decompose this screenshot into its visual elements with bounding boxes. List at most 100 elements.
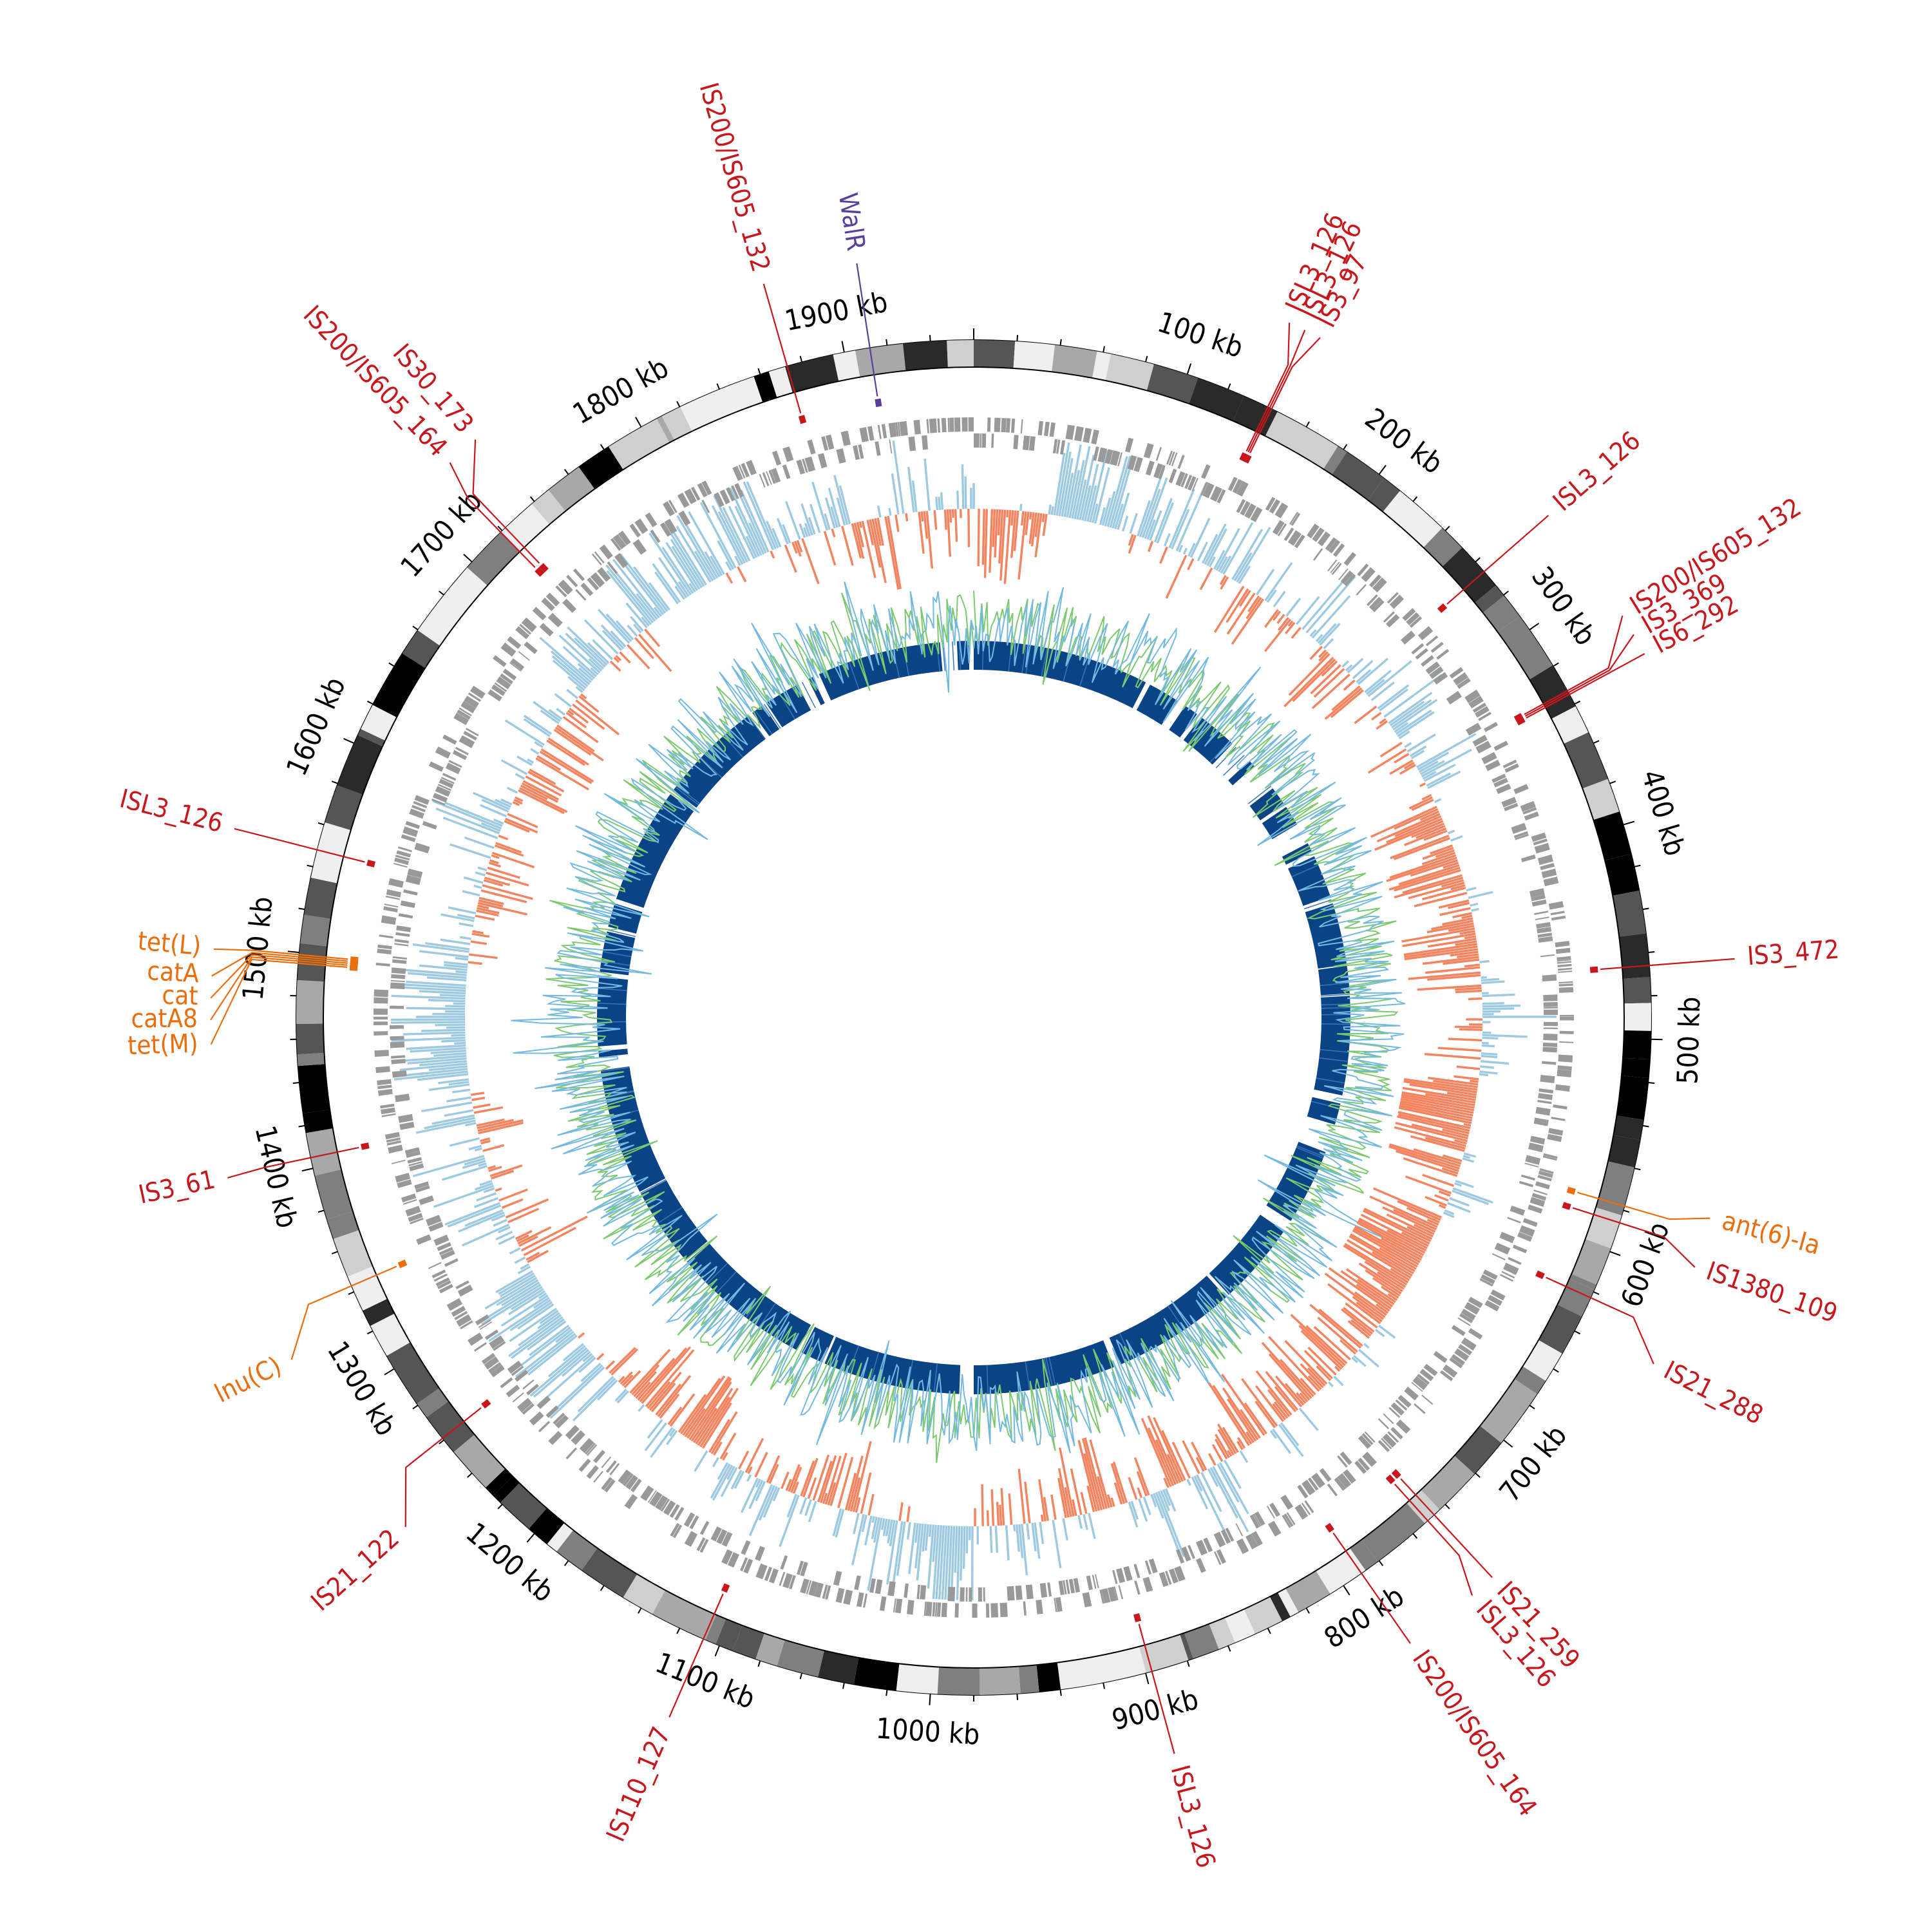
gc-skew-bar <box>618 1376 625 1383</box>
gc-skew-bar <box>1283 656 1334 708</box>
gc-skew-bar <box>1448 1037 1482 1042</box>
cds-block <box>800 1578 810 1594</box>
blast-hit-streak <box>1119 1332 1133 1360</box>
gc-skew-bar <box>424 1117 475 1130</box>
cds-block <box>1232 478 1243 494</box>
cds-block <box>1535 1106 1551 1116</box>
gc-skew-bar <box>1168 488 1195 549</box>
gc-skew-bar <box>1018 1468 1026 1524</box>
gc-skew-bar <box>748 1479 764 1510</box>
cds-block <box>1312 527 1325 542</box>
gc-skew-bar <box>961 464 965 509</box>
cds-block <box>506 1385 520 1397</box>
cds-block <box>395 932 410 937</box>
gc-skew-bar <box>505 1198 549 1219</box>
gc-skew-bar <box>1352 1296 1385 1320</box>
cds-block <box>1510 1206 1526 1216</box>
blast-hit-streak <box>1320 1048 1349 1053</box>
gc-skew-bar <box>1410 1135 1465 1152</box>
cds-block <box>1500 1274 1513 1282</box>
blast-hit-streak <box>1168 1305 1185 1331</box>
gc-skew-bar <box>935 497 938 511</box>
gc-skew-bar <box>465 1122 477 1127</box>
gc-skew-bar <box>1097 1476 1108 1510</box>
gc-skew-bar <box>452 1088 471 1094</box>
cds-block <box>1171 452 1178 466</box>
gc-skew-bar <box>951 509 954 518</box>
ideogram-band <box>1623 1030 1651 1060</box>
gc-skew-bar <box>481 799 509 813</box>
gc-skew-bar <box>1187 558 1195 571</box>
cds-block <box>586 1444 598 1456</box>
gc-skew-bar <box>1391 699 1432 729</box>
cds-block <box>1099 1589 1105 1604</box>
gc-skew-bar <box>1395 1122 1468 1142</box>
gc-skew-bar <box>1463 1152 1477 1158</box>
gc-skew-bar <box>827 1482 837 1506</box>
gc-skew-bar <box>712 1464 734 1501</box>
gc-skew-bar <box>855 1497 861 1513</box>
cds-block <box>647 1490 657 1503</box>
cds-block <box>468 692 482 702</box>
gc-skew-bar <box>699 502 737 569</box>
gc-skew-bar <box>828 488 841 527</box>
scale-tick <box>842 1682 845 1689</box>
cds-block <box>1283 527 1294 541</box>
scale-tick <box>1305 1607 1310 1614</box>
cds-block <box>605 1460 617 1473</box>
gc-skew-bar <box>1056 442 1070 516</box>
gc-skew-bar <box>1130 1501 1139 1520</box>
gc-skew-bar <box>475 914 495 921</box>
gc-skew-bar <box>1327 1283 1381 1325</box>
ideogram-band <box>1350 1539 1378 1571</box>
gc-skew-bar <box>1397 1111 1471 1130</box>
cds-block <box>374 989 388 998</box>
gc-skew-bar <box>1241 1378 1278 1427</box>
gc-skew-bar <box>454 1041 466 1045</box>
gc-skew-bar <box>578 695 600 713</box>
cds-block <box>1074 426 1084 442</box>
cds-block <box>660 1499 670 1512</box>
cds-block <box>1537 927 1552 934</box>
gc-skew-bar <box>1394 1126 1466 1148</box>
gc-skew-bar <box>1266 589 1277 603</box>
gc-skew-bar <box>514 1256 526 1264</box>
ideogram-band <box>1480 1422 1504 1443</box>
cds-block <box>494 682 507 692</box>
gc-skew-bar <box>1222 1387 1259 1441</box>
cds-block <box>904 1583 909 1598</box>
ideogram-band <box>1593 811 1631 860</box>
gc-skew-bar <box>719 1432 737 1460</box>
scale-tick <box>600 1585 605 1591</box>
gc-skew-bar <box>896 1521 906 1576</box>
cds-block <box>936 1602 942 1617</box>
blast-hit-streak <box>640 1179 667 1194</box>
ideogram-band <box>1454 1426 1501 1474</box>
gc-skew-bar <box>1404 948 1479 961</box>
gc-skew-bar <box>657 1375 692 1417</box>
gc-skew-bar <box>522 780 560 801</box>
cds-block <box>1220 1529 1231 1544</box>
cds-block <box>1461 1309 1476 1321</box>
cds-block <box>470 685 486 699</box>
gc-skew-bar <box>520 784 548 800</box>
gc-skew-bar <box>755 1479 761 1488</box>
cds-block <box>941 418 947 433</box>
scale-label: 1400 kb <box>248 1122 303 1231</box>
gc-skew-bar <box>1482 992 1489 995</box>
gc-skew-bar <box>498 835 509 840</box>
gc-skew-bar <box>577 1376 614 1412</box>
cds-block <box>453 712 469 725</box>
gc-skew-bar <box>853 1513 860 1535</box>
gc-skew-bar <box>406 980 466 987</box>
cds-block <box>381 1107 395 1115</box>
cds-block <box>741 1540 751 1555</box>
gc-skew-bar <box>785 1479 792 1492</box>
gc-skew-bar <box>529 1347 588 1397</box>
scale-tick <box>343 737 355 744</box>
ideogram-band <box>303 1110 333 1133</box>
gc-skew-bar <box>1278 1423 1304 1457</box>
scale-tick <box>1144 1672 1150 1685</box>
gc-skew-bar <box>1193 1475 1203 1492</box>
cds-block <box>1063 1580 1067 1595</box>
